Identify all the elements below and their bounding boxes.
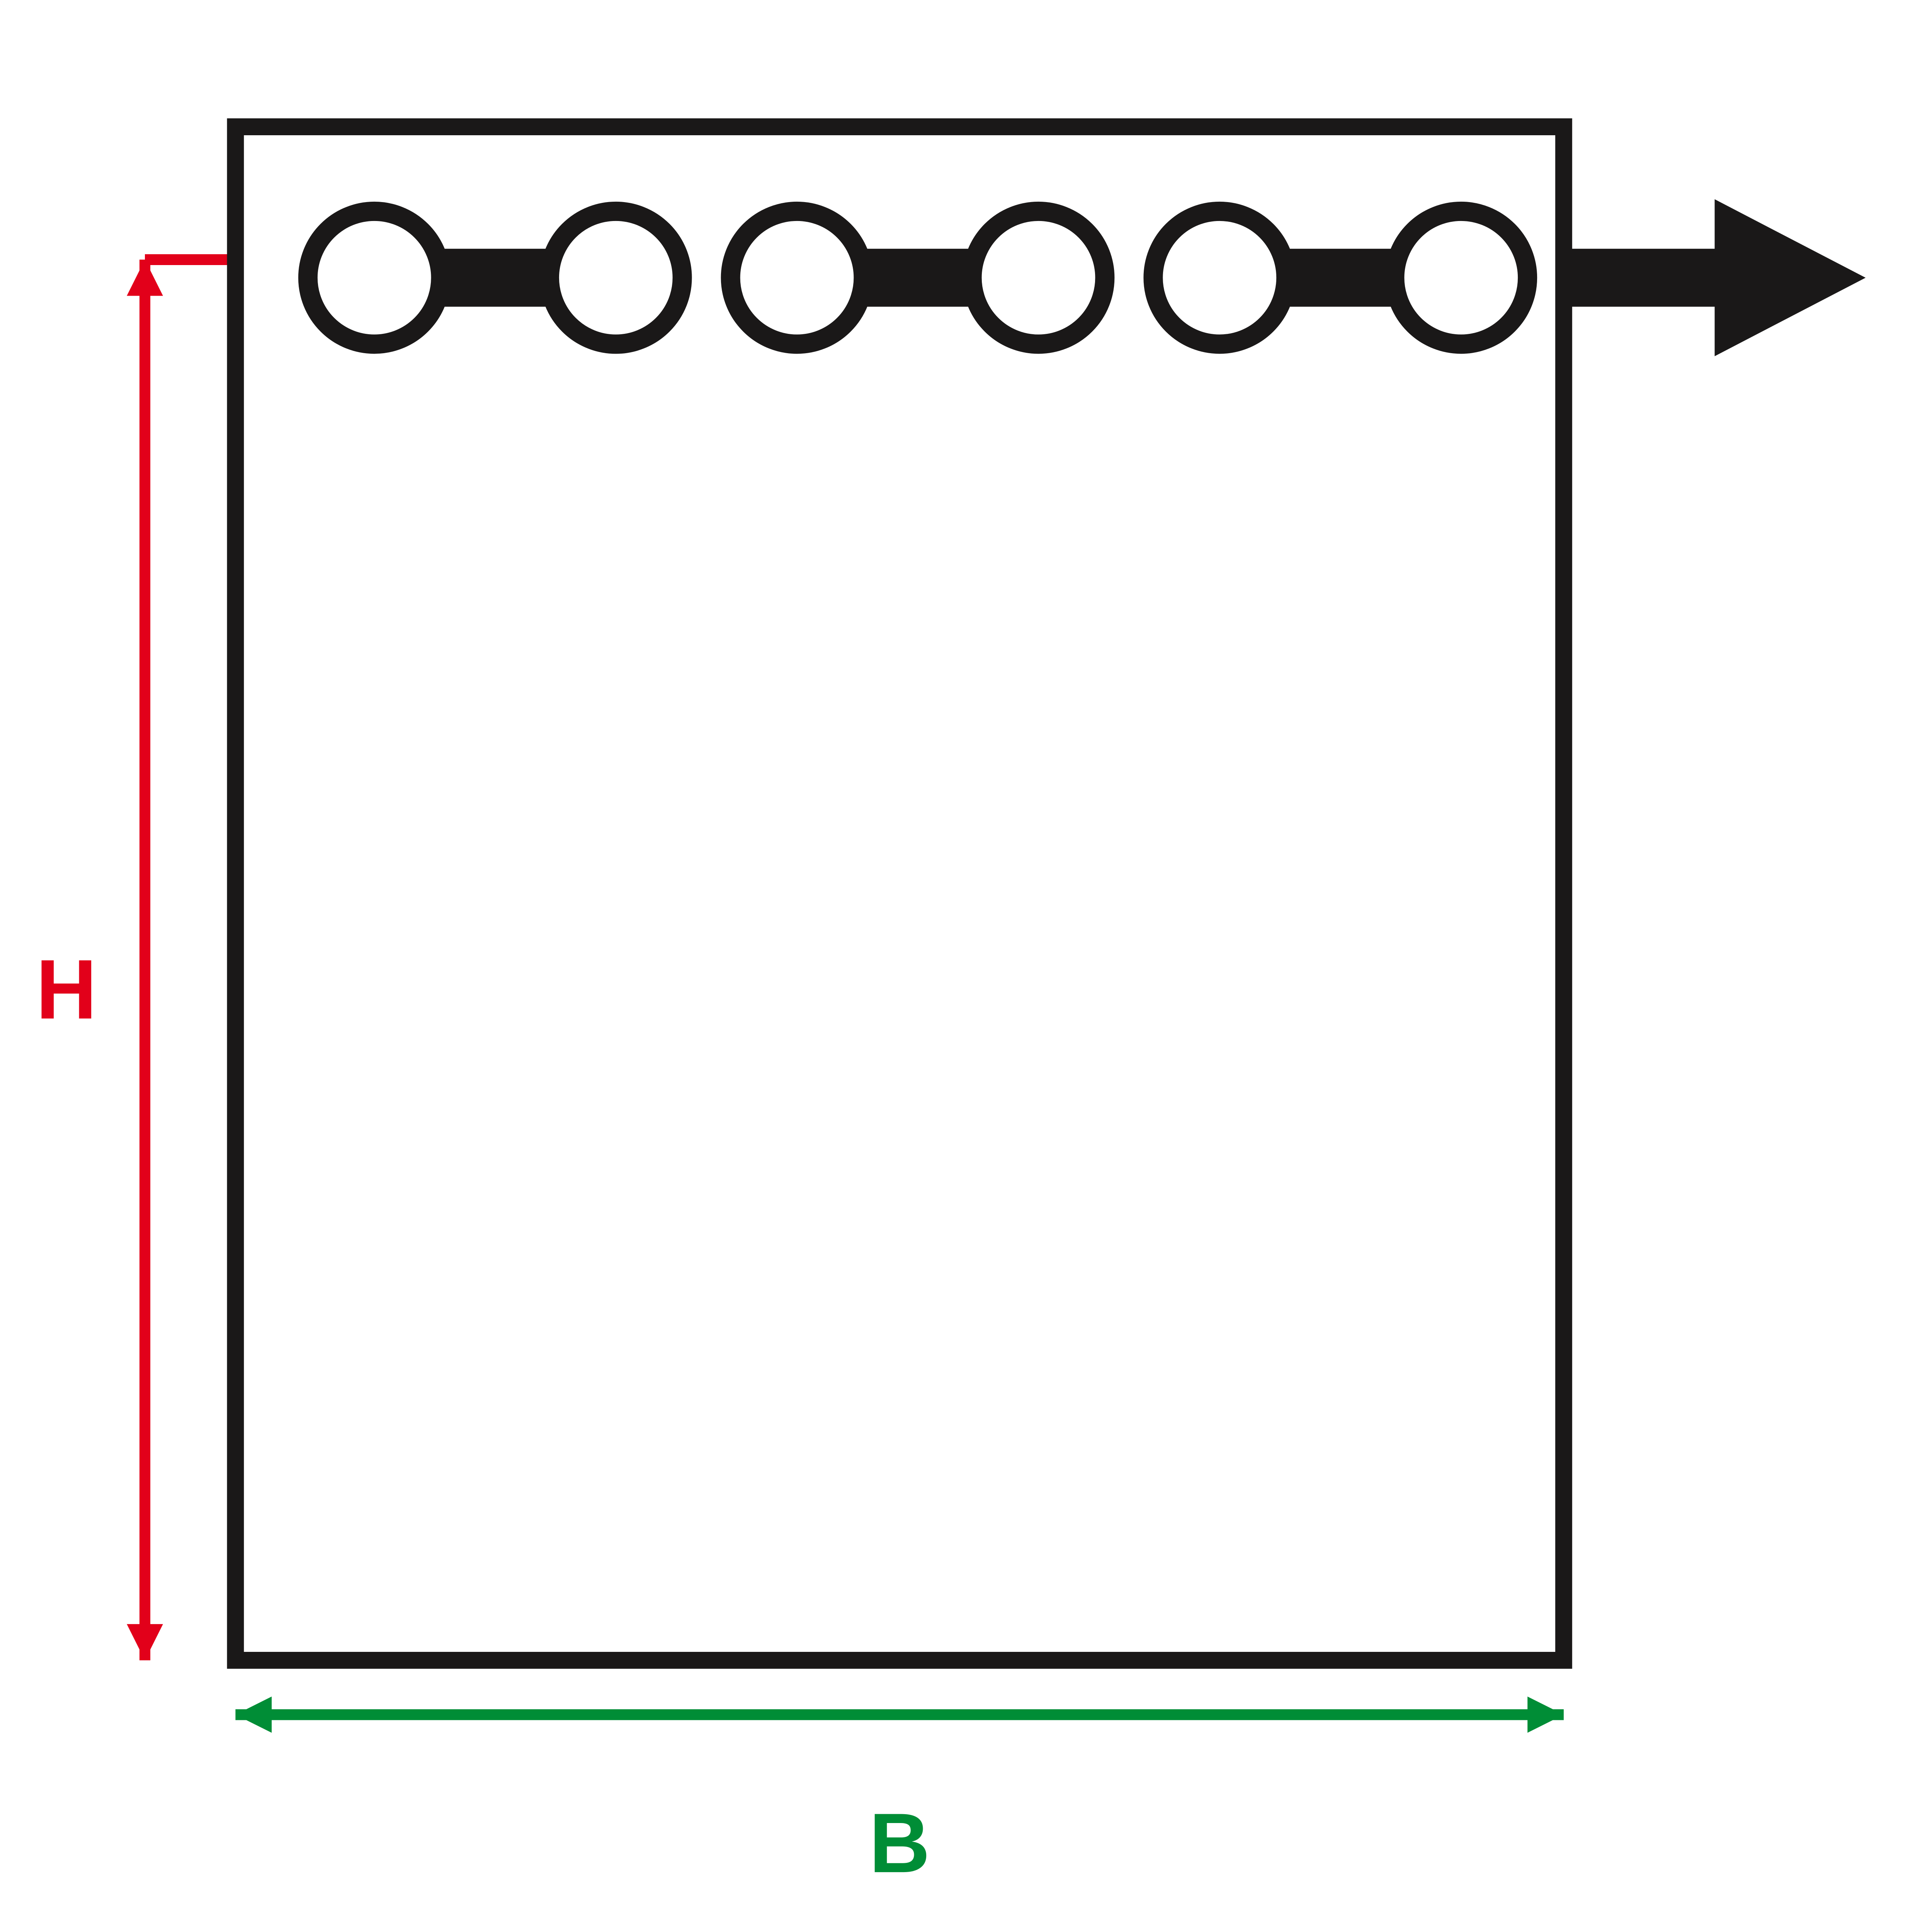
eyelet-ring <box>549 211 682 344</box>
eyelet-ring <box>731 211 864 344</box>
curtain-dimension-diagram: H B <box>0 0 1932 1932</box>
dimension-height-label: H <box>36 942 97 1037</box>
eyelet-ring <box>972 211 1105 344</box>
dimension-width-label: B <box>869 1796 930 1890</box>
eyelet-ring <box>308 211 441 344</box>
curtain-panel <box>235 127 1564 1660</box>
eyelet-ring <box>1153 211 1286 344</box>
eyelet-ring <box>1395 211 1527 344</box>
rod-continuation <box>1564 249 1715 307</box>
